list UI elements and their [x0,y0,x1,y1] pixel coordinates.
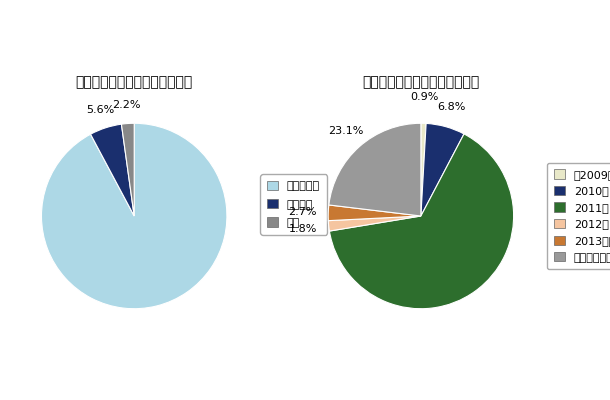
Legend: 知っている, 知らない, 不明: 知っている, 知らない, 不明 [260,174,327,234]
Wedge shape [421,124,464,216]
Text: 23.1%: 23.1% [328,126,364,136]
Wedge shape [328,216,421,231]
Wedge shape [90,124,134,216]
Title: 【アナログ停波時期の認知度】: 【アナログ停波時期の認知度】 [362,75,479,89]
Wedge shape [121,123,134,216]
Wedge shape [328,205,421,221]
Text: 92.2%: 92.2% [0,399,1,400]
Legend: 〜2009年, 2010年, 2011年, 2012年, 2013年以降, 分からない・不明: 〜2009年, 2010年, 2011年, 2012年, 2013年以降, 分か… [547,163,610,269]
Text: 5.6%: 5.6% [85,105,114,115]
Text: 1.8%: 1.8% [289,224,317,234]
Text: 0.9%: 0.9% [410,92,439,102]
Text: 64.7%: 64.7% [0,399,1,400]
Text: 2.2%: 2.2% [112,100,141,110]
Text: 6.8%: 6.8% [437,102,465,112]
Wedge shape [329,123,421,216]
Wedge shape [421,123,426,216]
Wedge shape [329,134,514,309]
Wedge shape [41,123,227,309]
Text: 2.7%: 2.7% [288,207,317,217]
Title: 【アナログ放送停波の認知度】: 【アナログ放送停波の認知度】 [76,75,193,89]
